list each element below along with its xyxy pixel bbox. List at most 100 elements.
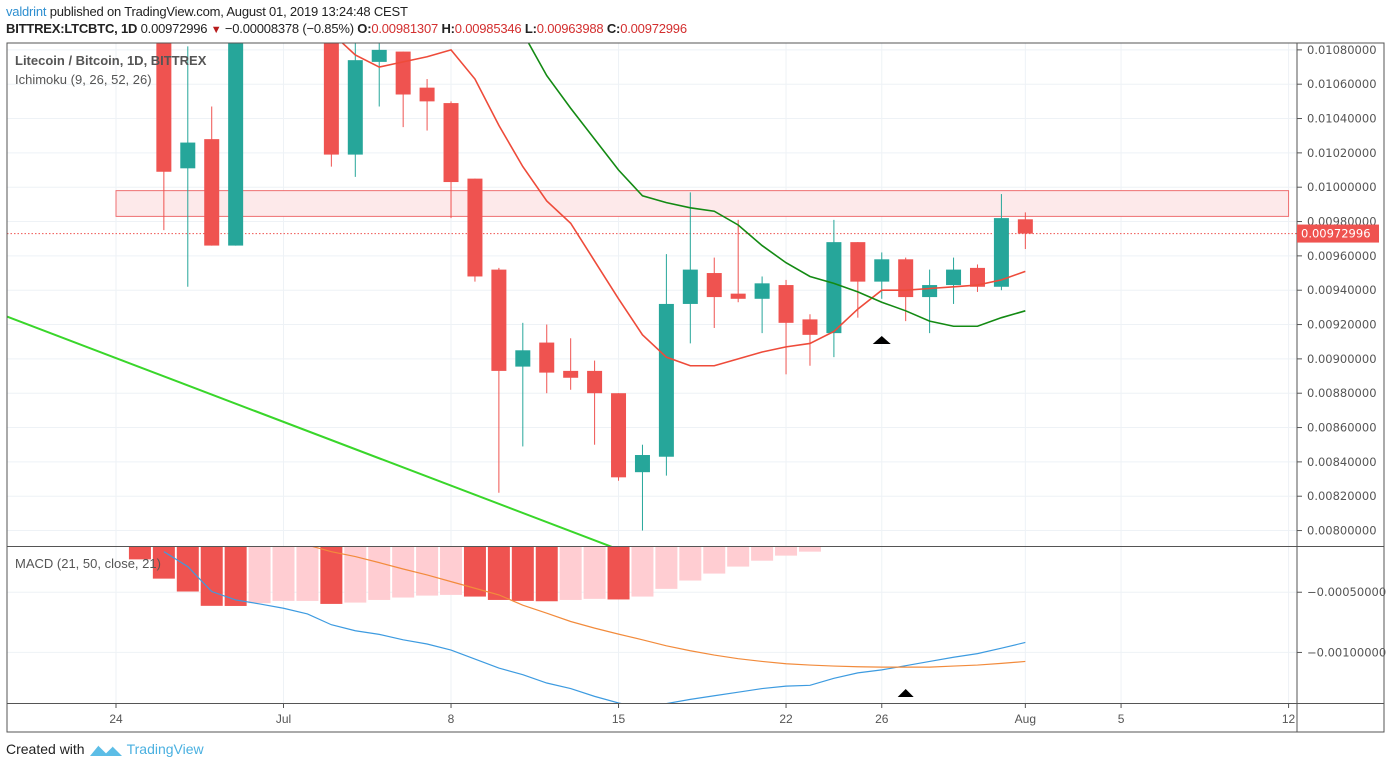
candle[interactable]	[946, 257, 962, 304]
candle[interactable]	[778, 279, 794, 375]
ichimoku-base-line	[527, 43, 1026, 328]
macd-legend[interactable]: MACD (21, 50, close, 21)	[15, 556, 161, 571]
axes: 24 Jul 8 15 22 26 Aug 5 12 0.01080000 0.01060000 0.…	[109, 43, 1386, 726]
macd-pane[interactable]	[128, 532, 1026, 708]
candle[interactable]	[515, 322, 531, 447]
candle-body	[754, 283, 770, 299]
candle-body	[371, 49, 387, 62]
candle[interactable]	[826, 219, 842, 358]
candle[interactable]	[1017, 212, 1033, 250]
candle-body	[898, 259, 914, 298]
resistance-zone[interactable]	[115, 190, 1290, 217]
open-label: O:	[357, 21, 372, 36]
macd-line	[163, 551, 1026, 703]
candle-body	[491, 269, 507, 371]
candle[interactable]	[563, 338, 579, 390]
candle-body	[467, 178, 483, 277]
triangle-up-marker	[897, 689, 914, 698]
macd-histogram-bar	[703, 547, 726, 574]
candle[interactable]	[874, 252, 890, 299]
macd-histogram-bar	[176, 547, 199, 592]
publish-info: valdrint published on TradingView.com, A…	[6, 4, 408, 19]
candle[interactable]	[323, 0, 339, 167]
candle[interactable]	[228, 0, 244, 246]
symbol-info: BITTREX:LTCBTC, 1D 0.00972996 ▼ −0.00008…	[6, 21, 687, 36]
candle-body	[419, 87, 435, 102]
candle[interactable]	[419, 79, 435, 131]
candle[interactable]	[993, 194, 1009, 291]
candle[interactable]	[922, 269, 938, 334]
candle-body	[156, 43, 172, 172]
macd-histogram-bar	[487, 547, 510, 600]
candle-body	[1017, 219, 1033, 234]
candle[interactable]	[180, 46, 196, 287]
candle-body	[826, 242, 842, 334]
author-link[interactable]: valdrint	[6, 4, 47, 19]
macd-histogram-bar	[248, 547, 271, 604]
price-tick-label: 0.01020000	[1307, 146, 1377, 160]
price-pane[interactable]	[0, 0, 1297, 549]
candle-body	[730, 293, 746, 299]
candle-body	[515, 350, 531, 367]
open-value: 0.00981307	[371, 21, 439, 36]
candle[interactable]	[682, 192, 698, 344]
candle-body	[539, 342, 555, 373]
candle[interactable]	[204, 106, 220, 246]
macd-tick-label: −0.00050000	[1307, 585, 1386, 599]
macd-histogram-bar	[798, 547, 821, 552]
candle[interactable]	[730, 219, 746, 303]
trendline[interactable]	[0, 313, 619, 550]
candle[interactable]	[658, 254, 674, 476]
candle-body	[587, 370, 603, 394]
candle[interactable]	[754, 276, 770, 334]
ichimoku-legend[interactable]: Ichimoku (9, 26, 52, 26)	[15, 72, 152, 87]
candle[interactable]	[587, 360, 603, 445]
candle-body	[323, 43, 339, 155]
candle-body	[634, 455, 650, 473]
price-tick-label: 0.01060000	[1307, 77, 1377, 91]
tradingview-link[interactable]: TradingView	[126, 741, 204, 757]
candle[interactable]	[969, 264, 985, 292]
tradingview-logo-icon	[89, 744, 122, 756]
last-price: 0.00972996	[140, 21, 208, 36]
low-label: L:	[524, 21, 537, 36]
outer-border	[6, 42, 1385, 733]
macd-histogram-bar	[224, 547, 247, 606]
price-tick-label: 0.00880000	[1307, 386, 1377, 400]
close-label: C:	[606, 21, 621, 36]
time-tick-label: 26	[875, 712, 889, 726]
macd-histogram-bar	[511, 547, 534, 601]
chart-frame	[6, 42, 1385, 733]
candle-body	[778, 285, 794, 323]
candle[interactable]	[347, 41, 363, 177]
price-tick-label: 0.00960000	[1307, 249, 1377, 263]
candle[interactable]	[491, 267, 507, 493]
candle-body	[850, 242, 866, 282]
candle-body	[180, 142, 196, 169]
candle[interactable]	[850, 242, 866, 318]
candle[interactable]	[467, 178, 483, 282]
candle-body	[682, 269, 698, 304]
candle[interactable]	[156, 0, 172, 231]
time-tick-label: 22	[779, 712, 793, 726]
macd-histogram-bar	[727, 547, 750, 567]
price-change: −0.00008378 (−0.85%)	[224, 21, 354, 36]
candle[interactable]	[634, 444, 650, 531]
candle-body	[922, 285, 938, 298]
candle[interactable]	[611, 393, 627, 481]
candle[interactable]	[706, 257, 722, 328]
macd-histogram-bar	[272, 547, 295, 601]
macd-histogram-bar	[775, 547, 798, 556]
macd-histogram-bar	[344, 547, 367, 603]
macd-histogram-bar	[751, 547, 774, 561]
candle[interactable]	[371, 43, 387, 107]
candle[interactable]	[443, 101, 459, 219]
candle[interactable]	[802, 314, 818, 366]
created-with-text: Created with	[6, 741, 85, 757]
candle[interactable]	[539, 324, 555, 394]
triangle-down-icon: ▼	[210, 24, 222, 36]
grid	[7, 43, 1297, 703]
macd-histogram-bar	[583, 547, 606, 599]
triangle-up-marker	[872, 335, 891, 344]
